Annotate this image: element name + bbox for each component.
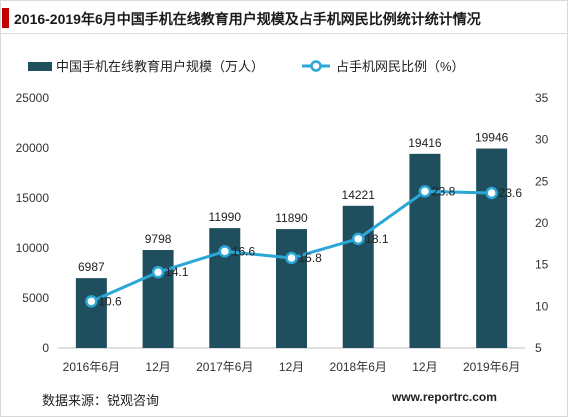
y-left-tick-label: 0 (42, 341, 49, 355)
y-left-tick-label: 5000 (22, 291, 49, 305)
bar (276, 229, 307, 348)
y-axis-left: 0 5000 10000 15000 20000 25000 (16, 91, 50, 355)
bar-value-label: 19946 (475, 131, 509, 145)
y-left-tick-label: 25000 (16, 91, 50, 105)
line-value-label: 23.8 (432, 184, 456, 198)
website-url: www.reportrc.com (392, 390, 497, 404)
y-right-tick-label: 25 (535, 174, 549, 188)
y-right-tick-label: 15 (535, 258, 549, 272)
bar-value-label: 9798 (145, 232, 172, 246)
bar-value-label: 14221 (342, 188, 376, 202)
bar (75, 278, 107, 348)
bar (342, 205, 374, 348)
line-value-label: 16.6 (232, 244, 256, 258)
x-tick-label: 12月 (279, 360, 304, 374)
bar-value-label: 11990 (209, 210, 242, 224)
x-tick-label: 2016年6月 (63, 360, 120, 374)
line-value-label: 10.6 (98, 294, 122, 308)
bar-series: 6987 9798 11990 11890 14221 19416 19946 (75, 131, 509, 348)
x-tick-label: 2017年6月 (196, 360, 253, 374)
legend-line-marker (310, 60, 322, 72)
line-series: 10.6 14.1 16.6 15.8 18.1 23.8 23.6 (85, 184, 523, 308)
chart-title: 2016-2019年6月中国手机在线教育用户规模及占手机网民比例统计统计情况 (14, 11, 481, 27)
legend-line-label: 占手机网民比例（%） (336, 59, 465, 74)
y-right-tick-label: 30 (535, 133, 549, 147)
line-value-label: 18.1 (365, 232, 389, 246)
line-value-label: 14.1 (165, 265, 189, 279)
y-axis-right: 5 10 15 20 25 30 35 (535, 91, 549, 355)
line-point (285, 251, 298, 265)
title-bar: 2016-2019年6月中国手机在线教育用户规模及占手机网民比例统计统计情况 (0, 0, 568, 34)
line-point (218, 245, 232, 258)
y-left-tick-label: 15000 (16, 191, 50, 205)
bar-value-label: 19416 (408, 136, 442, 150)
line-point (351, 232, 365, 246)
y-right-tick-label: 20 (535, 216, 549, 230)
title-accent-bar (2, 8, 9, 28)
y-left-tick-label: 10000 (16, 241, 50, 255)
line-point (418, 185, 432, 198)
line-point (151, 265, 165, 279)
data-source: 数据来源：锐观咨询 (42, 393, 160, 408)
x-tick-label: 2019年6月 (463, 360, 520, 374)
x-tick-label: 2018年6月 (330, 360, 387, 374)
x-axis: 2016年6月 12月 2017年6月 12月 2018年6月 12月 2019年6月 (58, 347, 525, 374)
line-point (85, 295, 98, 308)
line-point (485, 186, 498, 200)
x-tick-label: 12月 (412, 360, 437, 374)
bar (409, 153, 441, 348)
legend: 中国手机在线教育用户规模（万人） 占手机网民比例（%） (28, 59, 465, 74)
bar (476, 148, 508, 348)
y-right-tick-label: 10 (535, 299, 549, 313)
line-value-label: 15.8 (299, 251, 323, 265)
legend-bar-swatch (28, 62, 52, 71)
y-left-tick-label: 20000 (16, 141, 50, 155)
y-right-tick-label: 5 (535, 341, 542, 355)
x-tick-label: 12月 (145, 360, 170, 374)
title-divider (0, 33, 568, 34)
y-right-tick-label: 35 (535, 91, 549, 105)
legend-bar-label: 中国手机在线教育用户规模（万人） (56, 59, 264, 74)
line-value-label: 23.6 (499, 186, 523, 200)
bar-value-label: 11890 (275, 211, 308, 225)
bar-value-label: 6987 (78, 260, 105, 274)
